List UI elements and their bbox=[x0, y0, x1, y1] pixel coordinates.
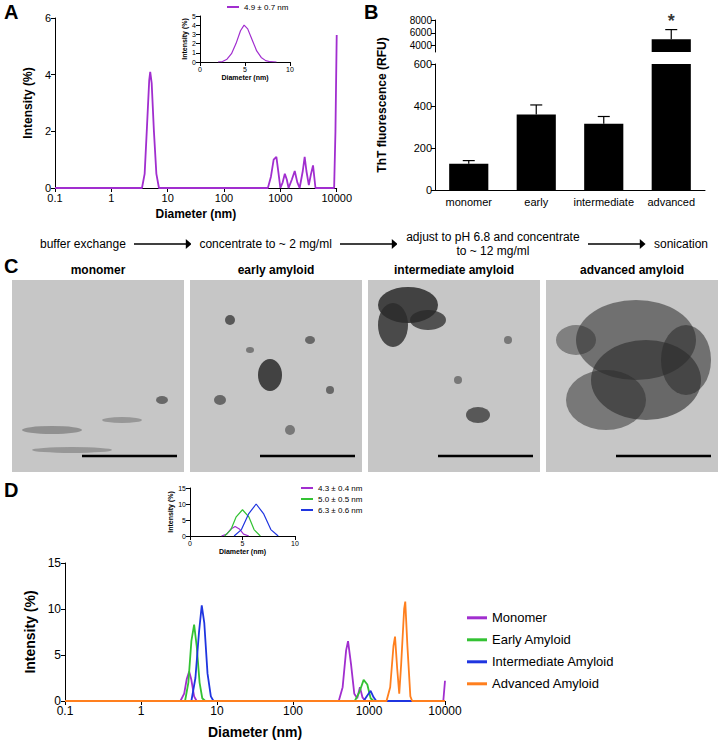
svg-text:5: 5 bbox=[54, 648, 61, 662]
svg-text:0.1: 0.1 bbox=[57, 704, 74, 718]
svg-text:5: 5 bbox=[192, 13, 196, 20]
svg-text:4.9 ± 0.7 nm: 4.9 ± 0.7 nm bbox=[244, 3, 289, 12]
svg-text:1000: 1000 bbox=[268, 192, 292, 204]
svg-text:Diameter (nm): Diameter (nm) bbox=[221, 74, 268, 82]
html-text:early amyloid: early amyloid bbox=[237, 263, 315, 277]
svg-text:10: 10 bbox=[162, 192, 174, 204]
svg-text:2: 2 bbox=[192, 40, 196, 47]
svg-text:1: 1 bbox=[108, 192, 114, 204]
svg-text:0: 0 bbox=[182, 533, 186, 540]
svg-text:0: 0 bbox=[188, 540, 192, 547]
html-text:advanced amyloid: advanced amyloid bbox=[580, 263, 684, 277]
svg-text:*: * bbox=[668, 11, 675, 31]
svg-text:0: 0 bbox=[54, 694, 61, 708]
svg-text:Monomer: Monomer bbox=[492, 610, 548, 625]
html-text:A: A bbox=[4, 1, 19, 23]
svg-text:advanced: advanced bbox=[647, 196, 695, 208]
svg-text:early: early bbox=[524, 196, 548, 208]
svg-text:1: 1 bbox=[192, 49, 196, 56]
svg-text:10000: 10000 bbox=[321, 192, 352, 204]
svg-text:Early Amyloid: Early Amyloid bbox=[492, 632, 571, 647]
svg-text:5: 5 bbox=[182, 517, 186, 524]
html-text:D: D bbox=[4, 479, 19, 501]
html-text:intermediate amyloid: intermediate amyloid bbox=[394, 263, 514, 277]
svg-text:200: 200 bbox=[414, 142, 432, 154]
svg-text:Intensity (%): Intensity (%) bbox=[181, 18, 189, 60]
svg-text:1000: 1000 bbox=[356, 704, 383, 718]
svg-text:10: 10 bbox=[291, 540, 299, 547]
svg-text:0.1: 0.1 bbox=[47, 192, 62, 204]
svg-text:0: 0 bbox=[426, 184, 432, 196]
svg-text:100: 100 bbox=[283, 704, 303, 718]
svg-text:2: 2 bbox=[45, 125, 51, 137]
html-text:adjust to pH 6.8 and concentra: adjust to pH 6.8 and concentrate to ~ 12… bbox=[406, 230, 580, 258]
svg-text:Diameter (nm): Diameter (nm) bbox=[208, 724, 302, 740]
svg-text:600: 600 bbox=[414, 58, 432, 70]
svg-text:6: 6 bbox=[45, 12, 51, 24]
svg-text:5: 5 bbox=[243, 66, 247, 73]
html-text:C: C bbox=[4, 255, 19, 277]
svg-text:10: 10 bbox=[48, 602, 62, 616]
svg-text:3: 3 bbox=[192, 31, 196, 38]
svg-text:Diameter (nm): Diameter (nm) bbox=[156, 207, 237, 221]
html-text:monomer: monomer bbox=[70, 263, 126, 277]
html-text:sonication: sonication bbox=[654, 237, 708, 251]
svg-text:Advanced Amyloid: Advanced Amyloid bbox=[492, 676, 599, 691]
svg-text:15: 15 bbox=[178, 485, 186, 492]
svg-text:0: 0 bbox=[44, 182, 51, 194]
svg-text:4: 4 bbox=[192, 22, 196, 29]
svg-text:6.3 ± 0.6 nm: 6.3 ± 0.6 nm bbox=[318, 506, 363, 515]
svg-text:4.3 ± 0.4 nm: 4.3 ± 0.4 nm bbox=[318, 484, 363, 493]
svg-text:8000: 8000 bbox=[410, 15, 433, 26]
svg-text:Intermediate Amyloid: Intermediate Amyloid bbox=[492, 654, 613, 669]
svg-text:4000: 4000 bbox=[410, 40, 433, 51]
svg-text:10000: 10000 bbox=[428, 704, 462, 718]
svg-text:Intensity (%): Intensity (%) bbox=[21, 67, 35, 138]
svg-text:Diameter (nm): Diameter (nm) bbox=[219, 548, 266, 556]
svg-text:intermediate: intermediate bbox=[573, 196, 634, 208]
svg-text:400: 400 bbox=[414, 100, 432, 112]
svg-text:15: 15 bbox=[48, 556, 62, 570]
svg-text:4: 4 bbox=[45, 69, 51, 81]
html-text:buffer exchange: buffer exchange bbox=[40, 237, 126, 251]
html-text:B: B bbox=[364, 1, 379, 23]
svg-text:6000: 6000 bbox=[410, 27, 433, 38]
svg-text:5.0 ± 0.5 nm: 5.0 ± 0.5 nm bbox=[318, 495, 363, 504]
svg-text:ThT fluorescence (RFU): ThT fluorescence (RFU) bbox=[375, 37, 389, 172]
svg-text:10: 10 bbox=[178, 501, 186, 508]
svg-text:Intensity (%): Intensity (%) bbox=[22, 590, 38, 673]
svg-text:0: 0 bbox=[192, 59, 196, 66]
svg-text:5: 5 bbox=[241, 540, 245, 547]
svg-text:1: 1 bbox=[138, 704, 145, 718]
svg-text:0: 0 bbox=[198, 66, 202, 73]
svg-text:100: 100 bbox=[215, 192, 233, 204]
svg-text:monomer: monomer bbox=[446, 196, 493, 208]
svg-text:10: 10 bbox=[286, 66, 294, 73]
svg-text:10: 10 bbox=[210, 704, 224, 718]
svg-text:Intensity (%): Intensity (%) bbox=[167, 491, 175, 533]
html-text:concentrate to ~ 2 mg/ml: concentrate to ~ 2 mg/ml bbox=[199, 237, 332, 251]
